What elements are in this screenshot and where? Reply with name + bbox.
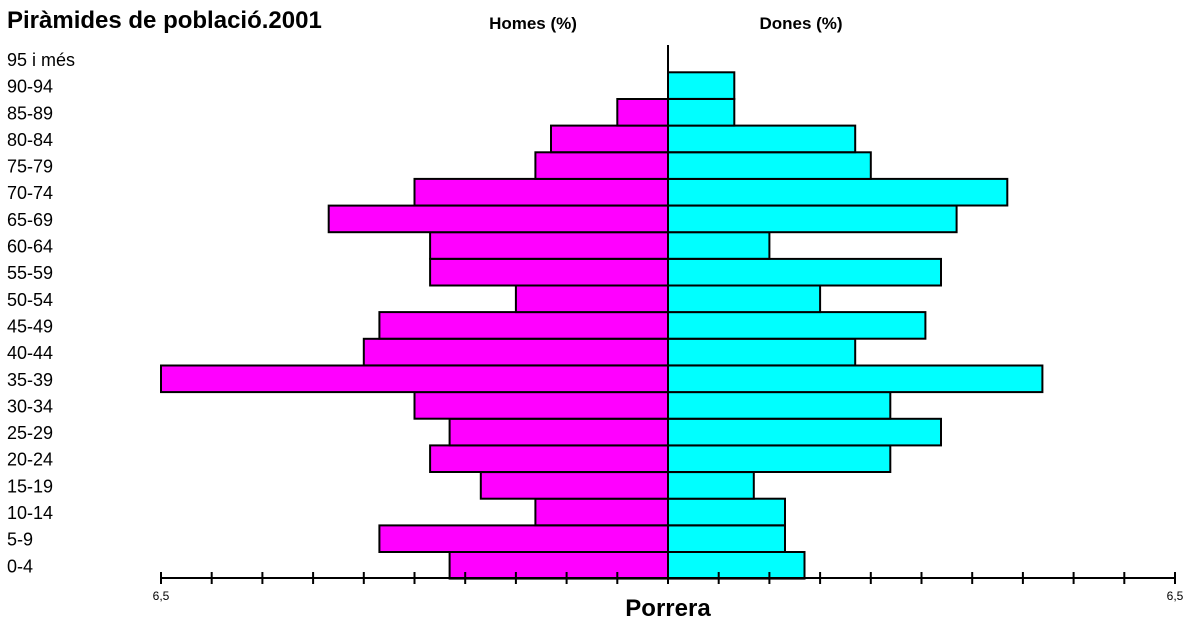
men-bar [429,231,669,260]
age-group-label: 45-49 [7,317,53,337]
age-group-label: 60-64 [7,237,53,257]
men-bars [160,98,670,580]
men-bar [429,257,669,287]
men-bar [448,417,669,447]
age-group-label: 10-14 [7,503,53,523]
age-group-label: 85-89 [7,103,53,123]
men-bar [448,551,669,580]
age-group-label: 20-24 [7,450,53,470]
men-bar [550,124,669,154]
age-group-label: 25-29 [7,423,53,443]
women-bar [667,551,806,580]
age-group-label: 0-4 [7,556,33,576]
age-group-label: 15-19 [7,476,53,496]
women-bar [667,471,755,500]
women-bar [667,98,736,127]
men-percent-label: Homes (%) [489,14,577,33]
place-name: Porrera [625,595,711,622]
men-bar [413,177,669,207]
age-group-labels: 0-4 5-9 10-14 15-19 20-24 25-29 30-34 35-39 40-4… [7,50,75,576]
age-group-label: 30-34 [7,396,53,416]
women-bar [667,284,822,314]
men-bar [616,98,669,127]
women-bars [667,71,1044,580]
men-bar [479,471,669,500]
women-bar [667,391,892,420]
age-group-label: 70-74 [7,183,53,203]
women-bar [667,364,1044,394]
age-group-label: 5-9 [7,530,33,550]
women-bar [667,311,927,340]
age-group-label: 50-54 [7,290,53,310]
women-bar [667,177,1009,207]
age-group-label: 90-94 [7,77,53,97]
women-bar [667,524,786,554]
men-bar [362,337,669,367]
women-bar [667,444,892,473]
men-bar [378,311,669,340]
women-bar [667,337,857,367]
x-axis-tick-label: 6,5 [1167,589,1184,603]
women-bar [667,204,958,234]
men-bar [160,364,669,394]
age-group-label: 80-84 [7,130,53,150]
women-bar [667,151,872,180]
x-axis-tick-labels: 6,5 6,5 [153,589,1184,603]
women-bar [667,124,857,154]
women-bar [667,71,736,100]
men-bar [534,497,670,527]
age-group-label: 75-79 [7,157,53,177]
chart-title: Piràmides de població.2001 [7,7,322,34]
age-group-label: 35-39 [7,370,53,390]
women-bar [667,497,786,527]
men-bar [429,444,669,473]
women-bar [667,417,942,447]
age-group-label: 65-69 [7,210,53,230]
women-bar [667,231,771,260]
men-bar [514,284,670,314]
men-bar [327,204,669,234]
men-bar [378,524,669,554]
women-bar [667,257,942,287]
age-group-label: 95 i més [7,50,75,70]
age-group-label: 55-59 [7,263,53,283]
x-axis-tick-label: 6,5 [153,589,170,603]
chart-axes [160,45,1176,584]
men-bar [413,391,669,420]
women-percent-label: Dones (%) [759,14,842,33]
men-bar [534,151,670,180]
age-group-label: 40-44 [7,343,53,363]
